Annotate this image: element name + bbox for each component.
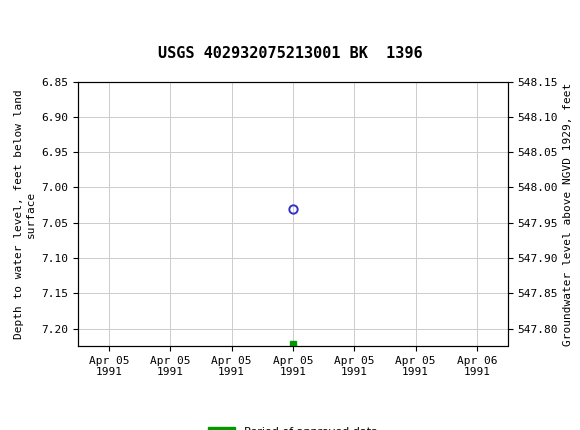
Text: ≈USGS: ≈USGS — [9, 12, 79, 31]
Legend: Period of approved data: Period of approved data — [203, 422, 383, 430]
Y-axis label: Groundwater level above NGVD 1929, feet: Groundwater level above NGVD 1929, feet — [563, 82, 573, 346]
Text: USGS 402932075213001 BK  1396: USGS 402932075213001 BK 1396 — [158, 46, 422, 61]
Y-axis label: Depth to water level, feet below land
surface: Depth to water level, feet below land su… — [14, 89, 36, 339]
